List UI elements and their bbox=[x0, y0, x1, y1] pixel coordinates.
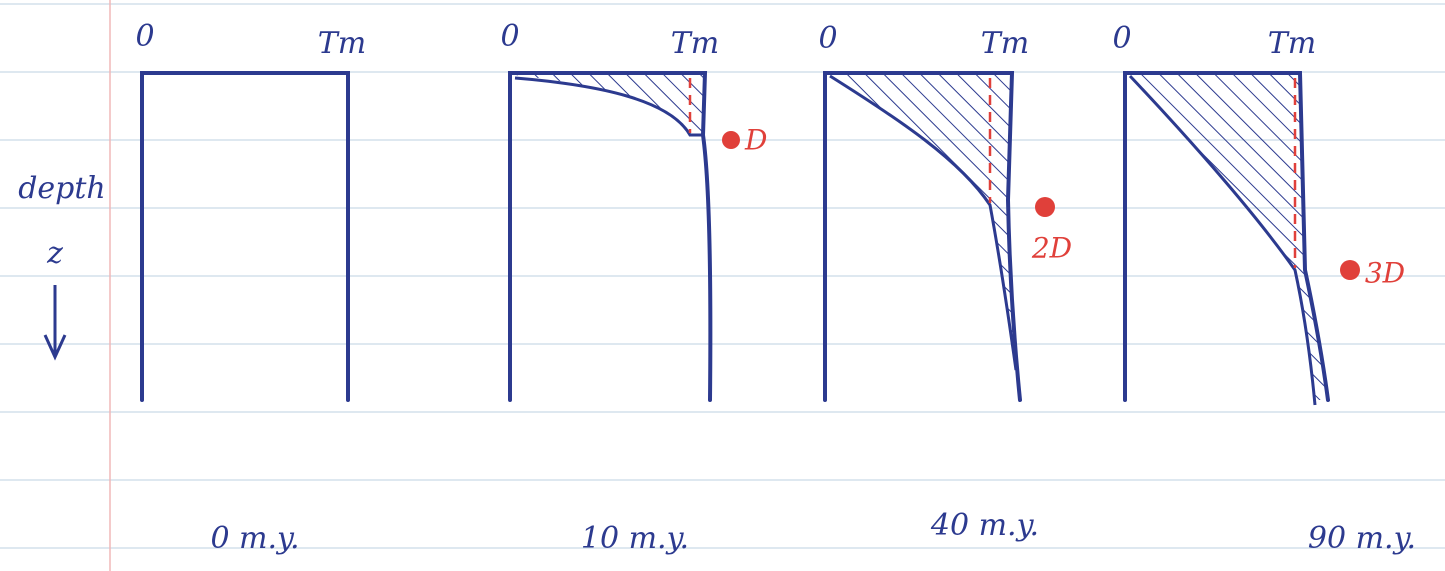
marker-label: 2D bbox=[1031, 232, 1072, 265]
panel: 0 Tm 3D 90 m.y. bbox=[1112, 21, 1416, 556]
hatch bbox=[515, 75, 704, 135]
depth-label: depth bbox=[18, 171, 106, 206]
diagram: depth z 0 Tm 0 m.y. 0 Tm D 10 m.y. 0 Tm … bbox=[0, 0, 1445, 571]
tm-label: Tm bbox=[1268, 26, 1316, 61]
panel: 0 Tm 0 m.y. bbox=[135, 19, 366, 556]
profile-box bbox=[142, 73, 348, 400]
marker-dot bbox=[1035, 197, 1055, 217]
tm-label: Tm bbox=[671, 26, 719, 61]
time-label: 90 m.y. bbox=[1308, 521, 1416, 556]
marker-label: 3D bbox=[1365, 257, 1405, 290]
hatch bbox=[1130, 75, 1328, 400]
time-label: 10 m.y. bbox=[581, 521, 689, 556]
time-label: 40 m.y. bbox=[930, 508, 1039, 543]
z-label: z bbox=[46, 236, 63, 271]
depth-arrow bbox=[45, 285, 65, 357]
zero-label: 0 bbox=[818, 21, 837, 56]
tm-label: Tm bbox=[318, 26, 366, 61]
tm-label: Tm bbox=[981, 26, 1029, 61]
marker-dot bbox=[1340, 260, 1360, 280]
zero-label: 0 bbox=[1112, 21, 1131, 56]
marker-dot bbox=[722, 131, 740, 149]
zero-label: 0 bbox=[500, 19, 519, 54]
panel: 0 Tm D 10 m.y. bbox=[500, 19, 767, 556]
panel: 0 Tm 2D 40 m.y. bbox=[818, 21, 1072, 543]
zero-label: 0 bbox=[135, 19, 154, 54]
marker-label: D bbox=[744, 124, 767, 157]
time-label: 0 m.y. bbox=[210, 521, 299, 556]
